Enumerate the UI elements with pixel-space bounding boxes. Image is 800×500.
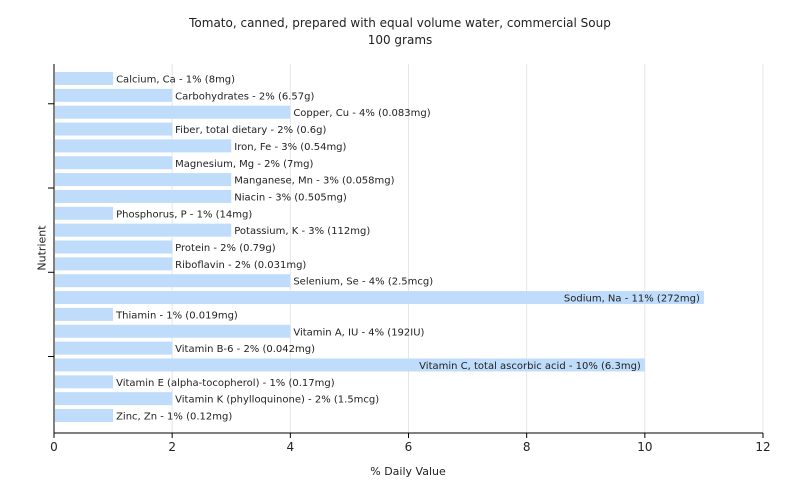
data-label: Magnesium, Mg - 2% (7mg) [175,159,313,170]
bar [55,88,173,102]
data-label: Riboflavin - 2% (0.031mg) [175,260,306,271]
bar [55,139,232,153]
x-tick-label: 8 [523,440,531,454]
data-label: Potassium, K - 3% (112mg) [234,226,370,237]
x-tick-label: 10 [637,440,652,454]
chart-subtitle: 100 grams [367,33,433,47]
bar [55,156,173,170]
data-label: Vitamin K (phylloquinone) - 2% (1.5mcg) [175,395,379,406]
data-label: Vitamin B-6 - 2% (0.042mg) [175,344,315,355]
x-tick-label: 0 [50,440,58,454]
bar [55,341,173,355]
data-label: Vitamin C, total ascorbic acid - 10% (6.… [419,361,641,372]
bar [55,375,114,389]
data-label: Protein - 2% (0.79g) [175,243,276,254]
bar [55,223,232,237]
bar [55,206,114,220]
bar [55,274,291,288]
data-label: Selenium, Se - 4% (2.5mcg) [293,277,433,288]
data-label: Calcium, Ca - 1% (8mg) [116,75,235,86]
bar [55,409,114,422]
data-label: Fiber, total dietary - 2% (0.6g) [175,125,326,136]
bar [55,173,232,187]
data-label: Vitamin E (alpha-tocopherol) - 1% (0.17m… [116,378,335,389]
bar [55,307,114,321]
data-label: Iron, Fe - 3% (0.54mg) [234,142,346,153]
x-tick-label: 2 [168,440,176,454]
bar [55,392,173,406]
data-label: Manganese, Mn - 3% (0.058mg) [234,176,394,187]
x-tick-label: 12 [755,440,770,454]
data-label: Carbohydrates - 2% (6.57g) [175,91,314,102]
data-label: Thiamin - 1% (0.019mg) [115,310,238,321]
data-label: Vitamin A, IU - 4% (192IU) [293,327,424,338]
x-tick-label: 4 [287,440,295,454]
x-tick-label: 6 [405,440,413,454]
data-label: Phosphorus, P - 1% (14mg) [116,209,252,220]
bar [55,257,173,271]
bar [55,122,173,136]
data-label: Sodium, Na - 11% (272mg) [564,294,700,305]
x-axis-label: % Daily Value [370,465,446,478]
bar [55,358,645,372]
bar [55,240,173,254]
data-label: Copper, Cu - 4% (0.083mg) [293,108,430,119]
bar [55,324,291,338]
chart-title: Tomato, canned, prepared with equal volu… [189,16,611,30]
bar [55,72,114,85]
bar [55,291,704,305]
bar [55,105,291,119]
y-axis-label: Nutrient [35,225,49,271]
data-label: Zinc, Zn - 1% (0.12mg) [116,412,232,423]
bar [55,189,232,203]
data-label: Niacin - 3% (0.505mg) [234,192,347,203]
